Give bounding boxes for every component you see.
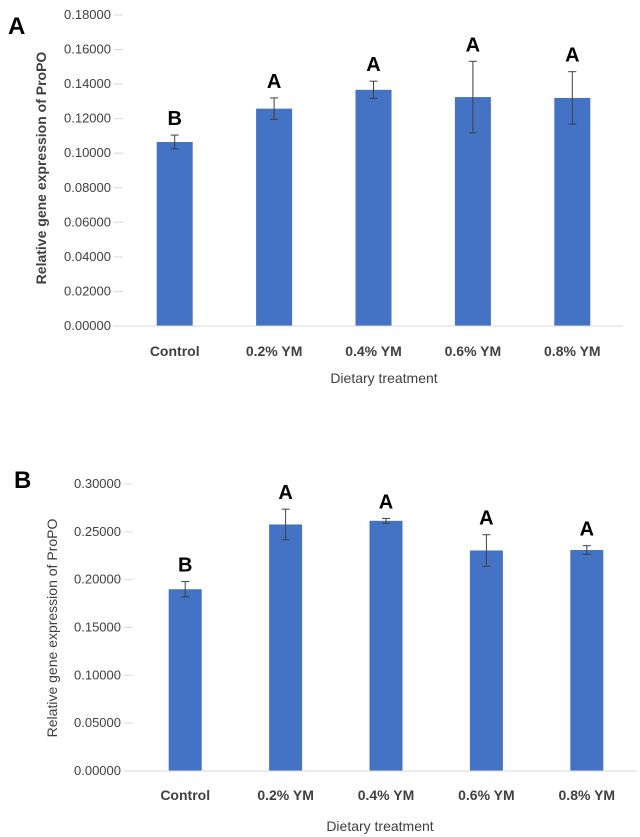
significance-letter: B (167, 108, 181, 130)
y-axis-label-b: Relative gene expression of ProPO (44, 519, 60, 738)
y-tick-label: 0.30000 (74, 476, 121, 491)
bar (454, 97, 491, 326)
y-tick-label: 0.08000 (64, 180, 111, 195)
bar (256, 108, 293, 326)
bar (168, 589, 202, 771)
bar (570, 550, 604, 771)
y-tick-label: 0.02000 (64, 283, 111, 298)
category-label: 0.6% YM (445, 343, 502, 359)
y-tick-label: 0.00000 (74, 763, 121, 778)
chart-panel-a: A Relative gene expression of ProPO Diet… (8, 7, 622, 386)
significance-letter: A (366, 54, 380, 76)
y-tick-label: 0.00000 (64, 318, 111, 333)
y-tick-label: 0.05000 (74, 715, 121, 730)
category-label: Control (150, 343, 200, 359)
bar (156, 141, 193, 326)
category-label: Control (160, 787, 210, 803)
y-tick-label: 0.25000 (74, 524, 121, 539)
category-label: 0.2% YM (257, 787, 314, 803)
category-label: 0.2% YM (246, 343, 303, 359)
y-tick-label: 0.10000 (64, 145, 111, 160)
x-axis-label-a: Dietary treatment (330, 370, 437, 386)
significance-letter: A (565, 45, 579, 67)
y-tick-label: 0.20000 (74, 572, 121, 587)
y-tick-label: 0.06000 (64, 214, 111, 229)
panel-label-a: A (8, 13, 25, 40)
y-tick-label: 0.10000 (74, 667, 121, 682)
categories-a: Control 0.2% YM 0.4% YM 0.6% YM 0.8% YM (150, 343, 601, 359)
significance-letter: A (267, 71, 281, 93)
chart-panel-b: B Relative gene expression of ProPO Diet… (14, 467, 637, 834)
bar (469, 550, 503, 771)
y-tick-label: 0.16000 (64, 42, 111, 57)
bar (554, 97, 591, 326)
significance-letters-a: B A A A A (167, 34, 579, 130)
y-axis-label-a: Relative gene expression of ProPO (33, 52, 49, 285)
y-tick-label: 0.04000 (64, 249, 111, 264)
y-ticks-b: 0.00000 0.05000 0.10000 0.15000 0.20000 0.250… (74, 476, 133, 778)
category-label: 0.8% YM (559, 787, 616, 803)
significance-letter: B (178, 555, 192, 577)
category-label: 0.8% YM (544, 343, 601, 359)
bars-a (156, 89, 591, 326)
category-label: 0.6% YM (458, 787, 515, 803)
y-ticks-a: 0.00000 0.02000 0.04000 0.06000 0.08000 0.100… (64, 7, 123, 333)
y-tick-label: 0.15000 (74, 620, 121, 635)
significance-letter: A (580, 519, 594, 541)
significance-letter: A (466, 34, 480, 56)
category-label: 0.4% YM (358, 787, 415, 803)
significance-letter: A (479, 508, 493, 530)
category-label: 0.4% YM (345, 343, 402, 359)
y-tick-label: 0.12000 (64, 111, 111, 126)
bar (355, 89, 392, 326)
significance-letter: A (278, 482, 292, 504)
y-tick-label: 0.14000 (64, 76, 111, 91)
error-bars-a (170, 60, 577, 150)
categories-b: Control 0.2% YM 0.4% YM 0.6% YM 0.8% YM (160, 787, 615, 803)
panel-label-b: B (14, 467, 31, 494)
bar (269, 524, 303, 771)
significance-letters-b: B A A A A (178, 482, 594, 576)
bars-b (168, 520, 604, 771)
y-tick-label: 0.18000 (64, 7, 111, 22)
x-axis-label-b: Dietary treatment (326, 818, 433, 834)
bar (369, 520, 403, 771)
significance-letter: A (379, 491, 393, 513)
error-bars-b (181, 508, 591, 598)
